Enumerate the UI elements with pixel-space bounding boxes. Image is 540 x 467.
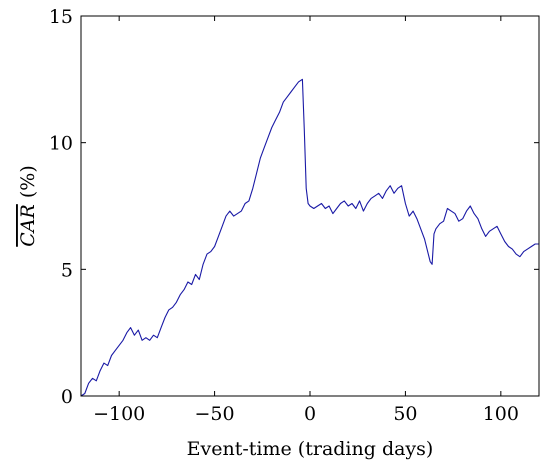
y-tick-label: 10: [49, 133, 73, 155]
x-tick-label: 0: [304, 403, 316, 425]
y-tick-label: 0: [61, 386, 73, 408]
tick-labels-group: −100 −50 0 50 100 0 5 10 15: [49, 6, 519, 425]
y-tick-label: 15: [49, 6, 73, 28]
y-tick-label: 5: [61, 259, 73, 281]
svg-text:CAR (%): CAR (%): [17, 165, 39, 247]
y-axis-label-main: CAR: [17, 204, 39, 247]
y-axis-label: CAR (%): [17, 165, 39, 247]
x-tick-label: −50: [195, 403, 235, 425]
y-axis-label-unit: (%): [17, 165, 39, 204]
plot-frame: [80, 15, 540, 397]
x-tick-label: 100: [483, 403, 519, 425]
x-tick-label: −100: [93, 403, 145, 425]
x-axis-label: Event-time (trading days): [187, 438, 434, 460]
series-line: [80, 78, 539, 397]
x-tick-label: 50: [393, 403, 417, 425]
